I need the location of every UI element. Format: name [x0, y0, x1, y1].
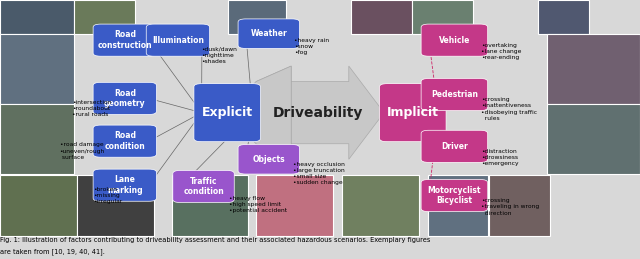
FancyBboxPatch shape [194, 84, 260, 142]
FancyBboxPatch shape [256, 175, 333, 236]
FancyBboxPatch shape [547, 104, 640, 174]
Polygon shape [227, 66, 291, 159]
FancyBboxPatch shape [489, 175, 550, 236]
Text: Weather: Weather [250, 29, 287, 38]
Text: Motorcyclist
Bicyclist: Motorcyclist Bicyclist [428, 186, 481, 205]
Text: •intersection
•roundabout
•rural roads: •intersection •roundabout •rural roads [72, 100, 111, 117]
Text: •heavy flow
•high speed limit
•potential accident: •heavy flow •high speed limit •potential… [229, 196, 287, 213]
FancyBboxPatch shape [421, 130, 488, 162]
Text: •broken
•missing
•irregular: •broken •missing •irregular [93, 187, 122, 204]
FancyBboxPatch shape [0, 104, 74, 174]
Text: •heavy occlusion
•large truncation
•small size
•sudden change: •heavy occlusion •large truncation •smal… [293, 162, 345, 185]
FancyBboxPatch shape [421, 179, 488, 212]
Text: Lane
marking: Lane marking [107, 176, 143, 195]
Text: •crossing
•inattentiveness
•disobeying traffic
  rules: •crossing •inattentiveness •disobeying t… [481, 97, 538, 121]
FancyBboxPatch shape [428, 175, 488, 236]
Text: Pedestrian: Pedestrian [431, 90, 478, 99]
Polygon shape [256, 66, 384, 159]
Text: •road damage
•uneven/rough
 surface: •road damage •uneven/rough surface [60, 142, 105, 160]
FancyBboxPatch shape [238, 145, 300, 174]
FancyBboxPatch shape [172, 175, 248, 236]
FancyBboxPatch shape [538, 0, 589, 34]
Text: •overtaking
•lane change
•rear-ending: •overtaking •lane change •rear-ending [481, 43, 522, 60]
FancyBboxPatch shape [147, 24, 210, 56]
Text: Implicit: Implicit [387, 106, 439, 119]
FancyBboxPatch shape [342, 175, 419, 236]
Text: Explicit: Explicit [202, 106, 253, 119]
Text: Fig. 1: Illustration of factors contributing to driveability assessment and thei: Fig. 1: Illustration of factors contribu… [0, 237, 430, 243]
FancyBboxPatch shape [0, 34, 74, 104]
Text: Driver: Driver [441, 142, 468, 151]
Text: Vehicle: Vehicle [438, 36, 470, 45]
Text: •crossing
•traveling in wrong
  direction: •crossing •traveling in wrong direction [481, 198, 540, 215]
FancyBboxPatch shape [380, 84, 446, 142]
FancyBboxPatch shape [74, 0, 135, 34]
FancyBboxPatch shape [351, 0, 412, 34]
FancyBboxPatch shape [93, 169, 156, 201]
Text: Road
geometry: Road geometry [104, 89, 146, 108]
Text: •heavy rain
•snow
•fog: •heavy rain •snow •fog [294, 38, 330, 55]
Text: •distraction
•drowsiness
•emergency: •distraction •drowsiness •emergency [481, 149, 519, 166]
FancyBboxPatch shape [412, 0, 473, 34]
FancyBboxPatch shape [173, 170, 234, 203]
FancyBboxPatch shape [93, 82, 156, 114]
FancyBboxPatch shape [547, 34, 640, 104]
FancyBboxPatch shape [93, 24, 156, 56]
Text: Objects: Objects [253, 155, 285, 164]
Text: Road
condition: Road condition [104, 132, 145, 151]
FancyBboxPatch shape [93, 125, 156, 157]
Text: Illumination: Illumination [152, 36, 204, 45]
FancyBboxPatch shape [421, 78, 488, 111]
FancyBboxPatch shape [0, 175, 77, 236]
FancyBboxPatch shape [238, 19, 300, 48]
Text: are taken from [10, 19, 40, 41].: are taken from [10, 19, 40, 41]. [0, 249, 105, 255]
Text: Driveability: Driveability [273, 106, 364, 120]
FancyBboxPatch shape [421, 24, 488, 56]
FancyBboxPatch shape [0, 0, 74, 34]
Text: Road
construction: Road construction [97, 31, 152, 50]
FancyBboxPatch shape [77, 175, 154, 236]
FancyBboxPatch shape [228, 0, 286, 34]
Text: •dusk/dawn
•nighttime
•shades: •dusk/dawn •nighttime •shades [202, 47, 237, 64]
Text: Traffic
condition: Traffic condition [183, 177, 224, 196]
